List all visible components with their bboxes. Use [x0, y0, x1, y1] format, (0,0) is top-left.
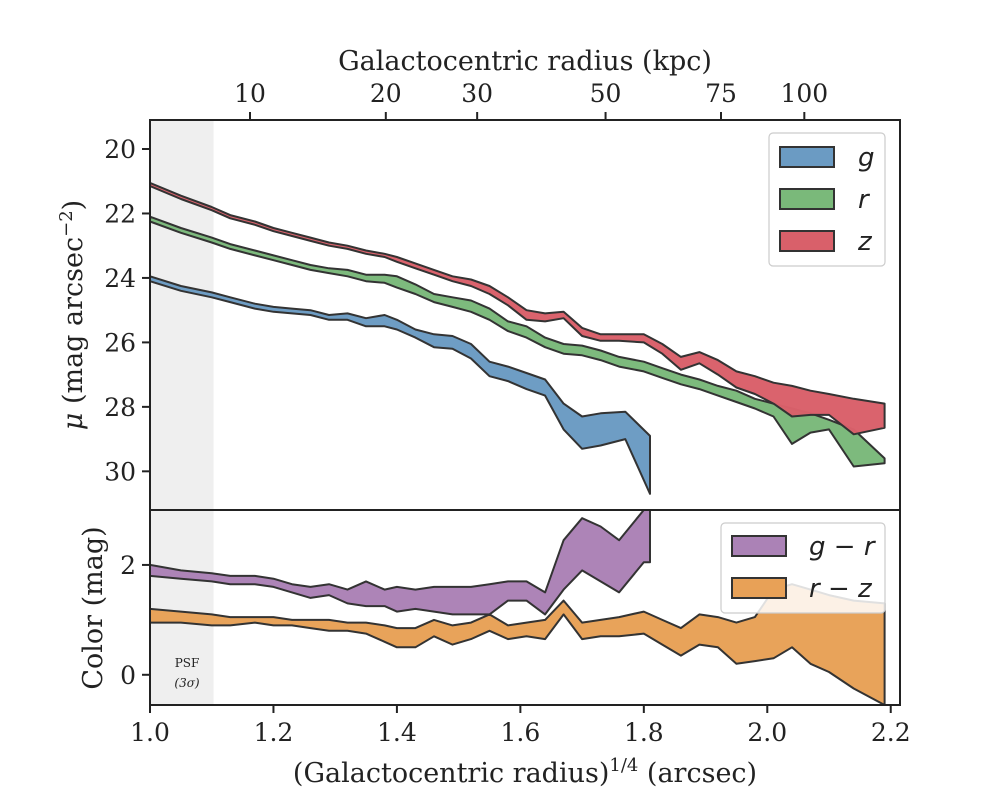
psf-band-top: [150, 120, 214, 510]
surface-brightness-panel: [150, 120, 886, 510]
band-r: [150, 215, 886, 468]
x-tick-label: 1.6: [500, 718, 540, 747]
y-tick-label: 24: [104, 264, 136, 293]
legend-swatch-g-minus-r: [731, 535, 787, 557]
top-y-axis-label: μ (mag arcsec−2): [56, 200, 89, 430]
top-y-ticks: 20 22 24 26 28 30: [104, 135, 150, 486]
bottom-x-ticks: 1.0 1.2 1.4 1.6 1.8 2.0 2.2: [130, 705, 911, 747]
top-x-tick-label: 20: [370, 79, 402, 108]
top-y-axis-label-sup: −2: [56, 210, 77, 237]
top-x-tick-label: 50: [590, 79, 622, 108]
top-x-tick-label: 30: [461, 79, 493, 108]
y-tick-label: 0: [120, 661, 136, 690]
top-legend: grz: [768, 132, 886, 267]
psf-sigma-label: (3σ): [174, 676, 200, 690]
x-tick-label: 1.4: [377, 718, 417, 747]
mu-symbol: μ: [58, 413, 89, 431]
x-tick-label: 2.2: [871, 718, 911, 747]
top-x-tick-label: 100: [780, 79, 828, 108]
y-tick-label: 28: [104, 393, 136, 422]
y-tick-label: 2: [120, 551, 136, 580]
x-axis-label: (Galactocentric radius)1/4 (arcsec): [293, 755, 757, 789]
legend-swatch-g: [779, 146, 835, 168]
legend-label-r: r: [858, 185, 871, 215]
legend-label-g: g: [858, 143, 875, 173]
top-x-tick-label: 10: [234, 79, 266, 108]
legend-label-z: z: [857, 227, 873, 257]
legend-swatch-r: [779, 188, 835, 210]
top-y-axis-label-text: (mag arcsec: [58, 237, 89, 413]
x-axis-label-unit: (arcsec): [638, 758, 757, 789]
y-tick-label: 30: [104, 457, 136, 486]
x-tick-label: 1.2: [254, 718, 294, 747]
x-tick-label: 1.0: [130, 718, 170, 747]
bottom-legend: g − r r − z: [720, 522, 886, 614]
band-z: [150, 181, 886, 436]
legend-swatch-r-minus-z: [731, 577, 787, 599]
x-axis-label-main: (Galactocentric radius): [293, 758, 609, 789]
y-tick-label: 20: [104, 135, 136, 164]
band-g: [150, 275, 651, 495]
y-tick-label: 26: [104, 328, 136, 357]
legend-label-g-minus-r: g − r: [809, 532, 877, 562]
x-axis-label-sup: 1/4: [609, 755, 638, 776]
legend-swatch-z: [779, 230, 835, 252]
bottom-axes-frame: [149, 509, 901, 706]
psf-band-bottom: [150, 510, 214, 705]
legend-label-r-minus-z: r − z: [809, 574, 873, 604]
x-tick-label: 1.8: [624, 718, 664, 747]
top-axis-label: Galactocentric radius (kpc): [338, 46, 712, 77]
top-x-ticks: 10 20 30 50 75 100: [234, 79, 828, 120]
top-y-axis-label-close: ): [58, 200, 89, 211]
top-x-tick-label: 75: [705, 79, 737, 108]
band-g-minus-r: [150, 510, 651, 616]
psf-label: PSF: [175, 656, 200, 670]
bottom-y-ticks: 02: [120, 551, 150, 690]
bottom-y-axis-label: Color (mag): [78, 526, 109, 689]
x-tick-label: 2.0: [747, 718, 787, 747]
y-tick-label: 22: [104, 199, 136, 228]
